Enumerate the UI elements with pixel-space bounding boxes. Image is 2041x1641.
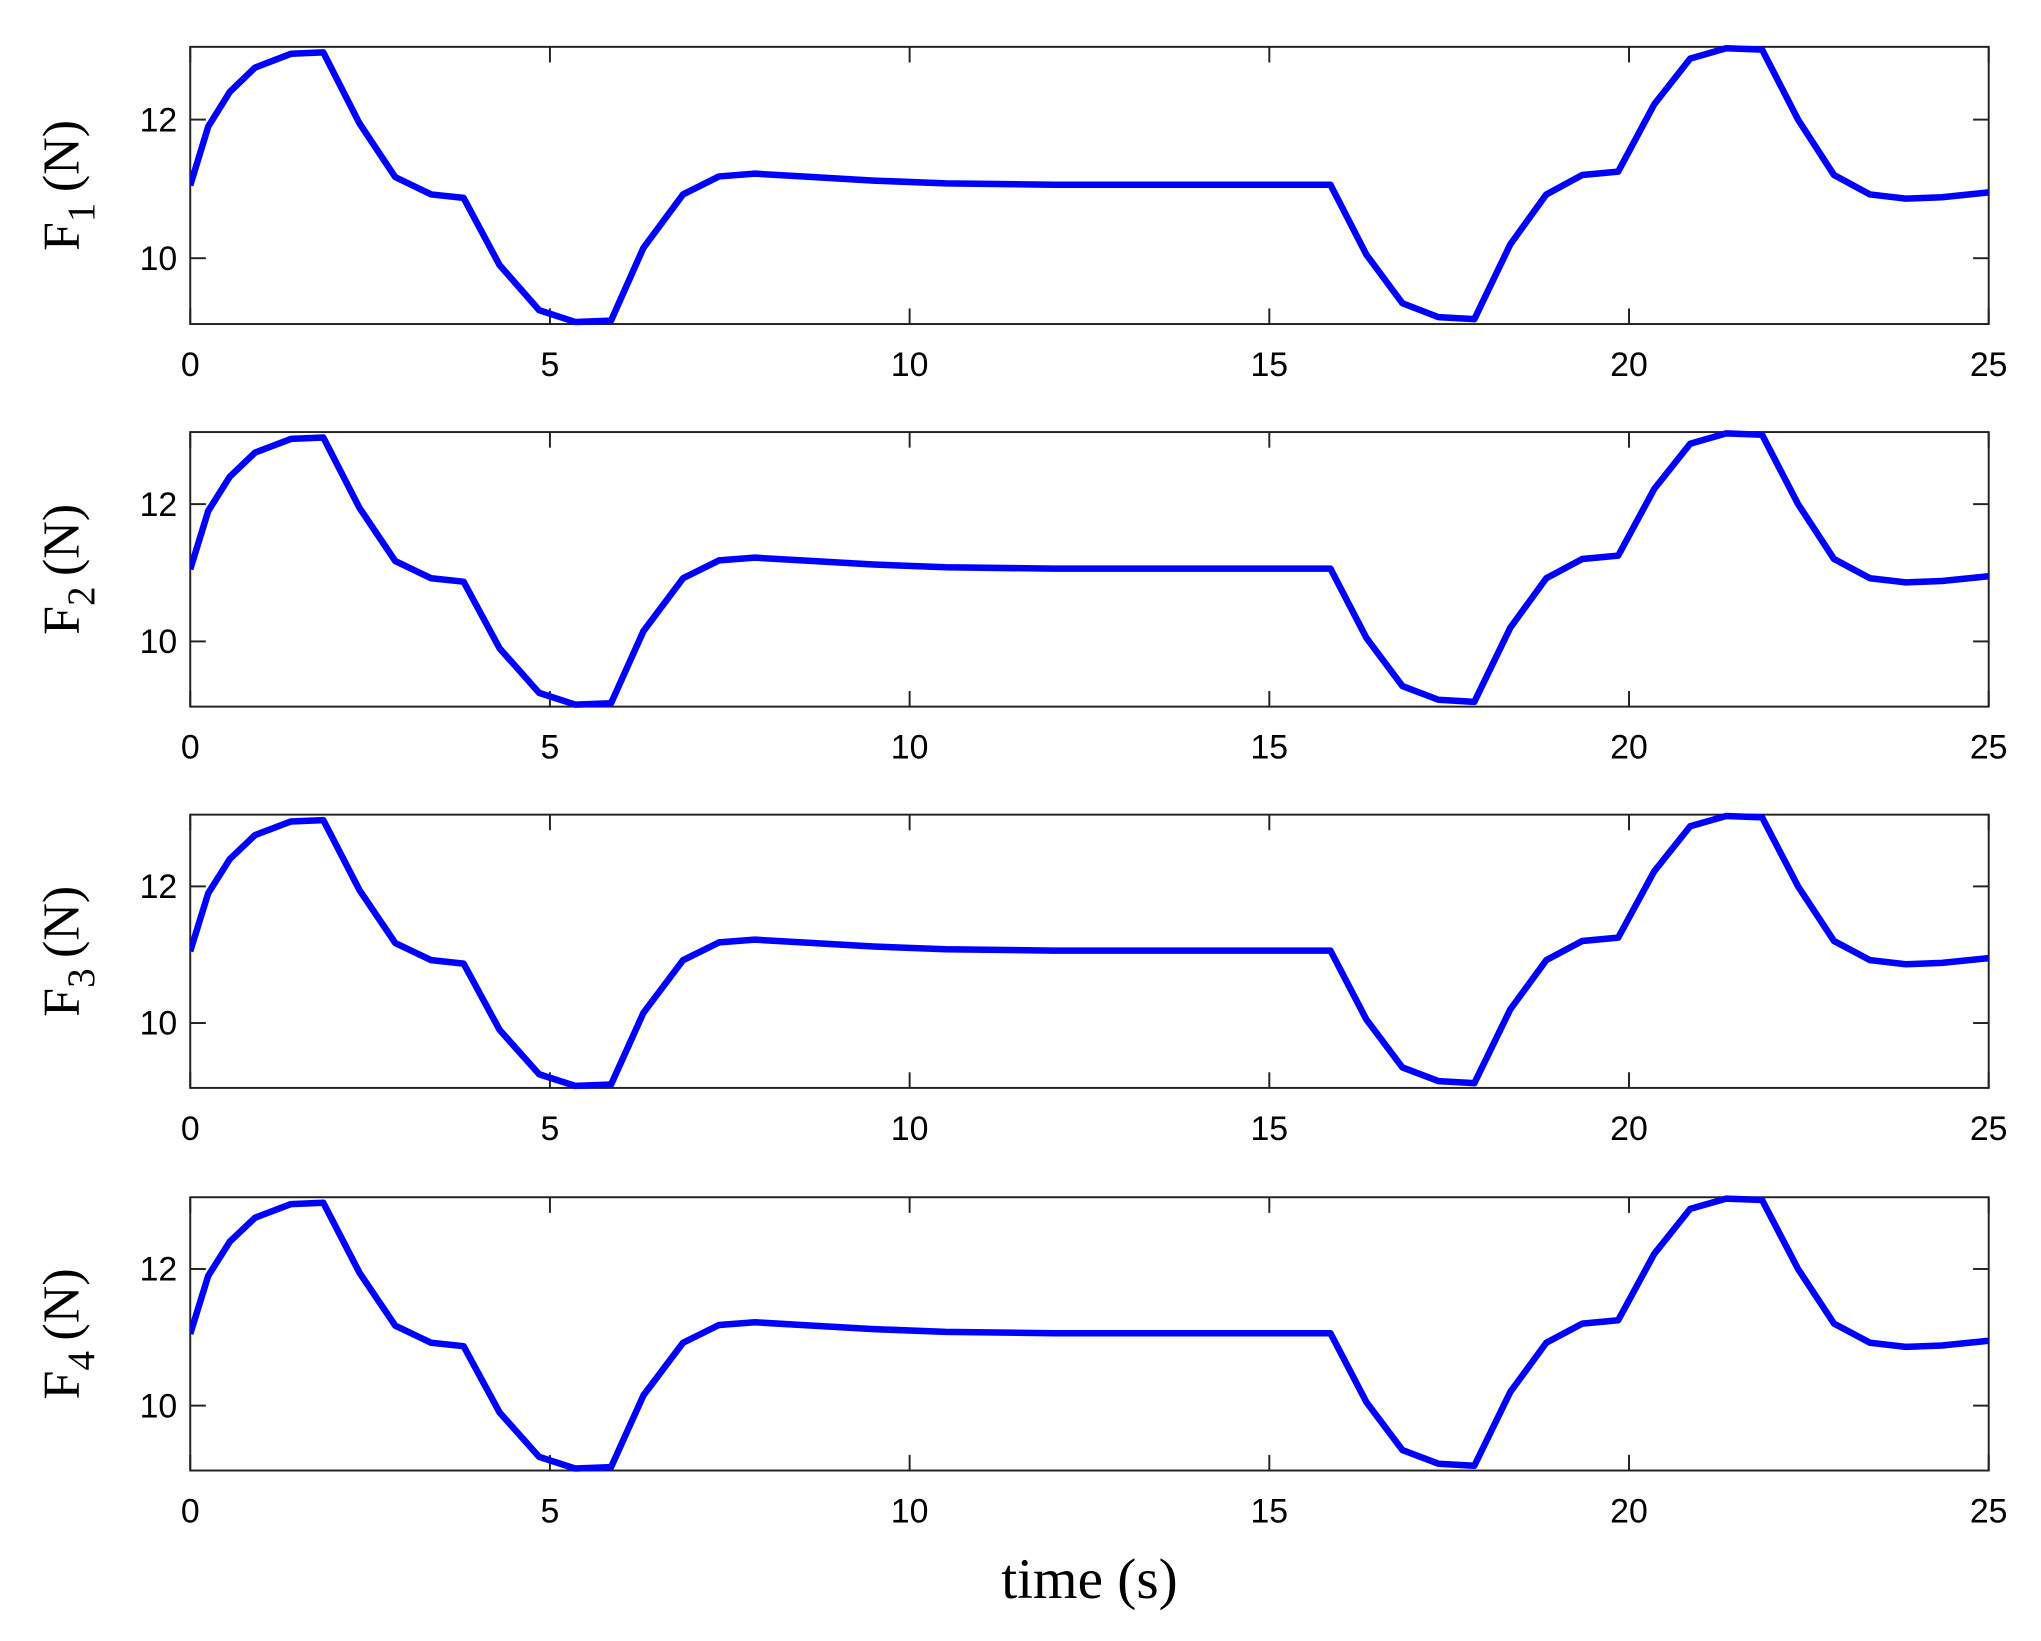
y-tick-label: 10 <box>140 240 178 278</box>
y-tick-label: 12 <box>140 486 178 524</box>
x-tick-label: 25 <box>1970 1493 2008 1531</box>
y-label-unit: (N) <box>33 120 90 192</box>
x-tick-label: 25 <box>1970 729 2008 767</box>
x-tick-label: 20 <box>1610 1110 1648 1148</box>
y-label-subscript: 3 <box>60 968 103 988</box>
y-axis-label: F2 (N) <box>33 504 103 635</box>
x-tick-label: 10 <box>891 1110 929 1148</box>
y-label-base: F <box>33 222 90 251</box>
line <box>190 44 1989 326</box>
y-tick-label: 10 <box>140 1387 178 1425</box>
x-tick-label: 5 <box>541 1110 560 1148</box>
x-tick-label: 0 <box>181 729 200 767</box>
x-tick-label: 5 <box>541 346 560 384</box>
x-tick-label: 20 <box>1610 729 1648 767</box>
x-tick-label: 20 <box>1610 1493 1648 1531</box>
x-tick-label: 0 <box>181 346 200 384</box>
x-tick-label: 15 <box>1250 1110 1288 1148</box>
x-tick-label: 10 <box>891 1493 929 1531</box>
y-label-subscript: 2 <box>60 586 103 606</box>
line <box>190 430 1989 708</box>
x-tick-label: 5 <box>541 1493 560 1531</box>
y-tick-label: 12 <box>140 101 178 139</box>
x-tick-label: 15 <box>1250 729 1288 767</box>
x-tick-label: 25 <box>1970 346 2008 384</box>
x-tick-label: 5 <box>541 729 560 767</box>
y-label-unit: (N) <box>33 504 90 576</box>
y-label-subscript: 4 <box>60 1351 103 1371</box>
x-tick-label: 20 <box>1610 346 1648 384</box>
y-axis-label: F4 (N) <box>33 1268 103 1399</box>
y-label-subscript: 1 <box>60 203 103 223</box>
x-axis-label: time (s) <box>1001 1548 1177 1611</box>
x-tick-label: 0 <box>181 1493 200 1531</box>
y-label-unit: (N) <box>33 886 90 958</box>
plot-area <box>189 813 1990 1089</box>
y-tick-label: 10 <box>140 623 178 661</box>
line <box>190 812 1989 1090</box>
x-tick-label: 10 <box>891 346 929 384</box>
x-tick-label: 15 <box>1250 346 1288 384</box>
x-tick-label: 15 <box>1250 1493 1288 1531</box>
y-tick-label: 12 <box>140 868 178 906</box>
y-tick-label: 12 <box>140 1251 178 1289</box>
y-axis-label: F3 (N) <box>33 886 103 1017</box>
y-label-base: F <box>33 1371 90 1400</box>
x-tick-label: 10 <box>891 729 929 767</box>
y-axis-label: F1 (N) <box>33 120 103 251</box>
x-tick-label: 25 <box>1970 1110 2008 1148</box>
y-label-base: F <box>33 988 90 1017</box>
y-label-base: F <box>33 606 90 635</box>
y-tick-label: 10 <box>140 1005 178 1043</box>
x-tick-label: 0 <box>181 1110 200 1148</box>
y-label-unit: (N) <box>33 1268 90 1340</box>
line <box>190 1195 1989 1472</box>
